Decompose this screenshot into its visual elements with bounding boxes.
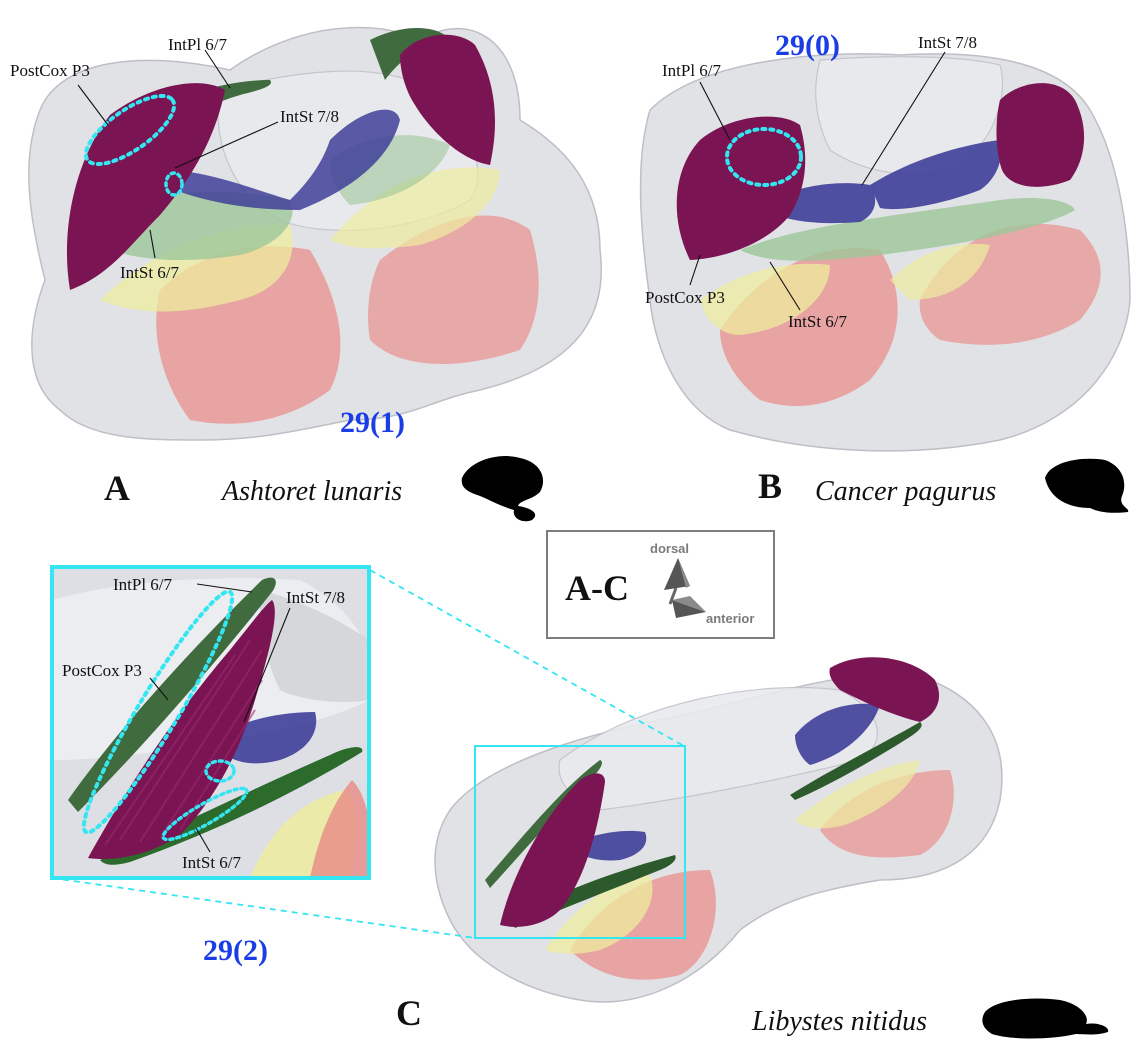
- panel-a-label-intpl: IntPl 6/7: [168, 35, 228, 54]
- panel-c-inset-fibres: [104, 639, 263, 846]
- panel-a-leader-intst67: [149, 229, 156, 259]
- panel-b-leader-postcox: [689, 254, 701, 286]
- anterior-arrow-shade: [672, 596, 706, 612]
- panel-c-red-region-right: [820, 770, 954, 858]
- panel-a-highlight-small: [164, 171, 184, 197]
- panel-b-highlight-ellipse: [725, 127, 803, 187]
- panel-a-label-intst78: IntSt 7/8: [280, 107, 339, 126]
- panel-b-letter: B: [758, 466, 782, 506]
- panel-a-yellow-region-right: [330, 167, 500, 249]
- panel-a-highlight-ellipse: [83, 93, 177, 167]
- panel-c-red-region-left: [570, 870, 716, 980]
- panel-a-label-postcox: PostCox P3: [10, 61, 90, 80]
- panel-c-intst78-right: [795, 703, 880, 765]
- panel-c-label-postcox: PostCox P3: [62, 661, 142, 680]
- panel-c-inset-highlight-lower: [161, 786, 249, 842]
- panel-a-postcox: [66, 83, 226, 290]
- panel-b-label-intpl: IntPl 6/7: [662, 61, 722, 80]
- panel-b-label-intst78: IntSt 7/8: [918, 33, 977, 52]
- orientation-stem: [668, 587, 678, 605]
- panel-c-letter: C: [396, 993, 422, 1033]
- panel-b-code: 29(0): [775, 29, 840, 62]
- panel-c-yellow-region-left: [545, 875, 653, 954]
- panel-b-leader-intpl: [699, 81, 731, 141]
- dorsal-arrow-icon: [664, 558, 690, 590]
- panel-a-leader-postcox: [77, 84, 109, 126]
- panel-b-label-intst67: IntSt 6/7: [788, 312, 848, 331]
- panel-a-postcox-right: [400, 34, 495, 165]
- panel-a-silhouette-icon: [461, 456, 544, 522]
- panel-a-leader-intpl: [204, 49, 231, 89]
- panel-a-code: 29(1): [340, 406, 405, 439]
- panel-b-postcox-right: [996, 83, 1085, 187]
- panel-c-inset-intpl: [68, 577, 276, 812]
- panel-c-inset-highlight-small: [204, 759, 236, 783]
- panel-c-inset-red: [310, 780, 369, 878]
- panel-c-inset-carapace: [259, 590, 369, 702]
- panel-b: 29(0) IntPl 6/7 IntSt 7/8 PostCox P3 Int…: [639, 29, 1131, 513]
- panel-c: IntPl 6/7 IntSt 7/8 PostCox P3 IntSt 6/7…: [50, 565, 1109, 1039]
- panel-c-inset-highlight-ellipse: [81, 589, 235, 835]
- panel-b-yellow-region-right: [890, 243, 990, 300]
- panel-c-intst67-right: [790, 722, 922, 800]
- panel-a-intst78: [140, 109, 400, 210]
- panel-c-yellow-region-right: [795, 760, 920, 829]
- orientation-legend: A-C dorsal anterior: [546, 530, 775, 639]
- panel-c-inset: IntPl 6/7 IntSt 7/8 PostCox P3 IntSt 6/7: [50, 565, 371, 880]
- orientation-range: A-C: [565, 568, 629, 608]
- panel-a-label-intst67: IntSt 6/7: [120, 263, 180, 282]
- panel-a: PostCox P3 IntPl 6/7 IntSt 7/8 IntSt 6/7…: [10, 26, 602, 522]
- panel-c-leader-postcox: [149, 677, 169, 701]
- panel-a-species: Ashtoret lunaris: [220, 476, 402, 507]
- panel-b-species: Cancer pagurus: [815, 476, 996, 507]
- panel-c-inset-intst78: [210, 712, 317, 764]
- panel-c-leader-intst67: [195, 827, 211, 853]
- panel-a-letter: A: [104, 468, 130, 508]
- orientation-dorsal-label: dorsal: [650, 541, 689, 556]
- panel-b-leader-intst78: [861, 51, 946, 186]
- anterior-arrow-icon: [672, 600, 706, 618]
- dorsal-arrow-shade: [678, 558, 690, 588]
- panel-c-code: 29(2): [203, 934, 268, 967]
- orientation-anterior-label: anterior: [706, 611, 754, 626]
- panel-b-label-postcox: PostCox P3: [645, 288, 725, 307]
- panel-c-label-intst78: IntSt 7/8: [286, 588, 345, 607]
- panel-a-leader-intst78: [174, 121, 279, 169]
- panel-c-leader-intst78: [243, 607, 291, 723]
- panel-c-postcox-right: [829, 657, 940, 722]
- panel-b-silhouette-icon: [1045, 458, 1129, 513]
- panel-c-postcox: [500, 773, 605, 927]
- panel-c-zoom-region: [474, 745, 686, 939]
- panel-c-zoom-connector-top: [369, 569, 685, 747]
- panel-c-species: Libystes nitidus: [751, 1006, 927, 1037]
- panel-c-label-intpl: IntPl 6/7: [113, 575, 173, 594]
- panel-b-intst78-right: [870, 140, 1002, 210]
- orientation-box: [546, 530, 775, 639]
- panel-c-label-intst67: IntSt 6/7: [182, 853, 242, 872]
- panel-b-postcox: [676, 116, 806, 260]
- panel-c-silhouette-icon: [982, 998, 1109, 1039]
- panel-c-leader-intpl: [196, 583, 253, 593]
- panel-b-leader-intst67: [769, 261, 801, 311]
- panel-b-yellow-region-left: [700, 263, 830, 335]
- panel-c-zoom-connector-bottom: [51, 877, 476, 939]
- panel-b-intst67: [740, 198, 1075, 261]
- panel-a-red-region-right: [368, 215, 539, 364]
- panel-c-inset-frame: [50, 565, 371, 880]
